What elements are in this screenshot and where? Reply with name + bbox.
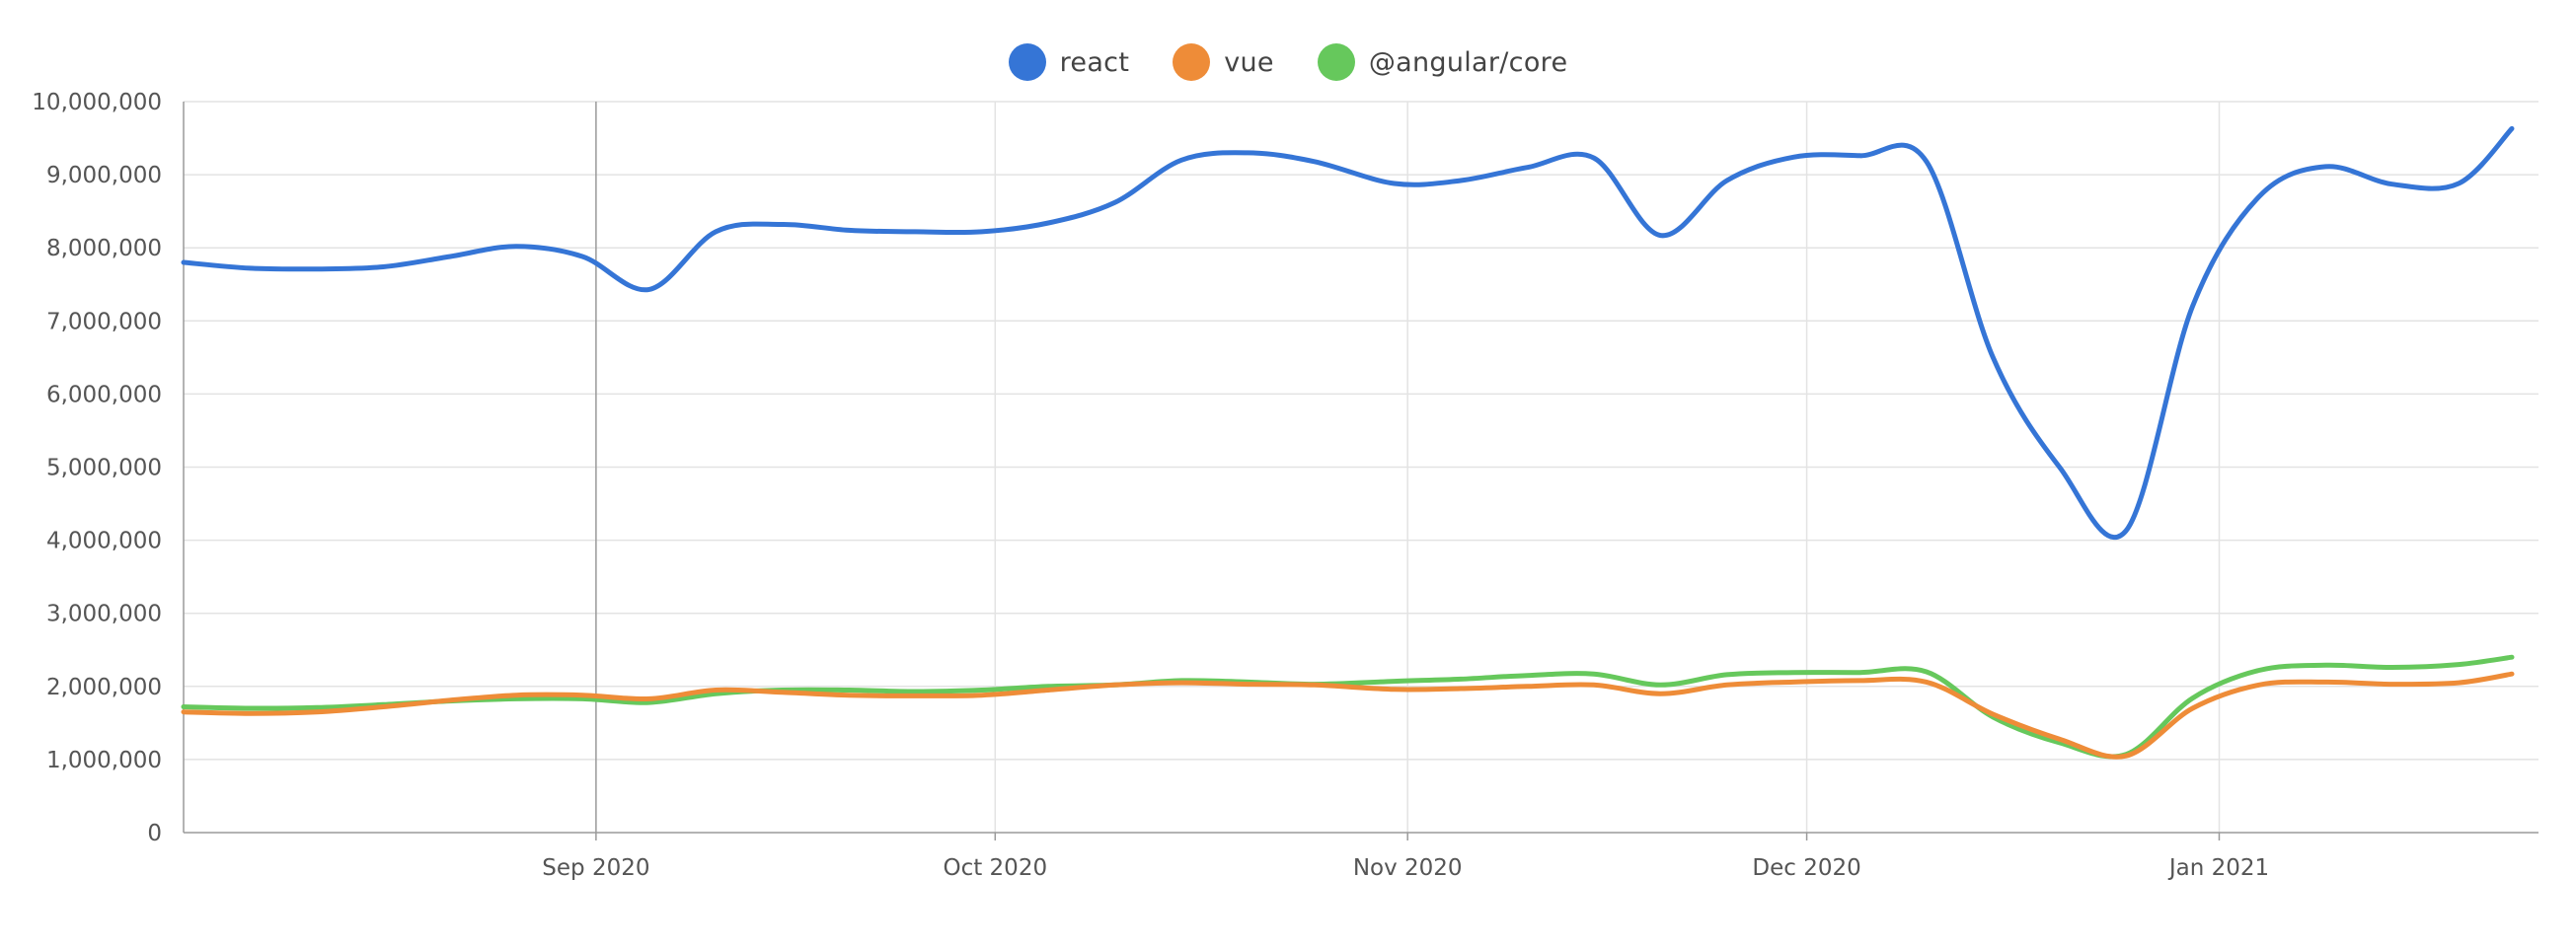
chart-legend: react vue @angular/core [0, 43, 2576, 81]
chart-grid [184, 101, 2538, 833]
legend-label-react: react [1059, 46, 1130, 78]
legend-swatch-react [1008, 43, 1046, 81]
y-tick-label: 0 [147, 821, 162, 846]
legend-item-react[interactable]: react [1008, 43, 1130, 81]
y-tick-label: 7,000,000 [46, 309, 162, 334]
x-tick-label: Jan 2021 [2167, 855, 2269, 881]
series-line-react [181, 125, 2515, 541]
chart-axes: 0 1,000,000 2,000,000 3,000,000 4,000,000 5,0… [32, 90, 2538, 881]
y-tick-label: 3,000,000 [46, 602, 162, 627]
y-tick-label: 4,000,000 [46, 529, 162, 554]
legend-label-angular-core: @angular/core [1368, 46, 1568, 78]
y-tick-label: 2,000,000 [46, 675, 162, 700]
y-tick-label: 5,000,000 [46, 456, 162, 481]
x-tick-label: Sep 2020 [542, 855, 649, 881]
y-tick-label: 1,000,000 [46, 748, 162, 773]
series-line-angular-core [181, 654, 2515, 760]
y-tick-label: 10,000,000 [32, 90, 162, 115]
y-tick-label: 8,000,000 [46, 236, 162, 261]
legend-swatch-angular-core [1317, 43, 1355, 81]
legend-item-vue[interactable]: vue [1173, 43, 1274, 81]
chart-series [181, 125, 2515, 760]
legend-swatch-vue [1173, 43, 1211, 81]
x-tick-label: Oct 2020 [943, 855, 1047, 881]
x-tick-label: Nov 2020 [1353, 855, 1463, 881]
x-tick-label: Dec 2020 [1752, 855, 1860, 881]
legend-label-vue: vue [1224, 46, 1274, 78]
legend-item-angular-core[interactable]: @angular/core [1317, 43, 1568, 81]
y-tick-label: 9,000,000 [46, 163, 162, 188]
series-line-vue [181, 671, 2515, 760]
y-tick-label: 6,000,000 [46, 382, 162, 407]
